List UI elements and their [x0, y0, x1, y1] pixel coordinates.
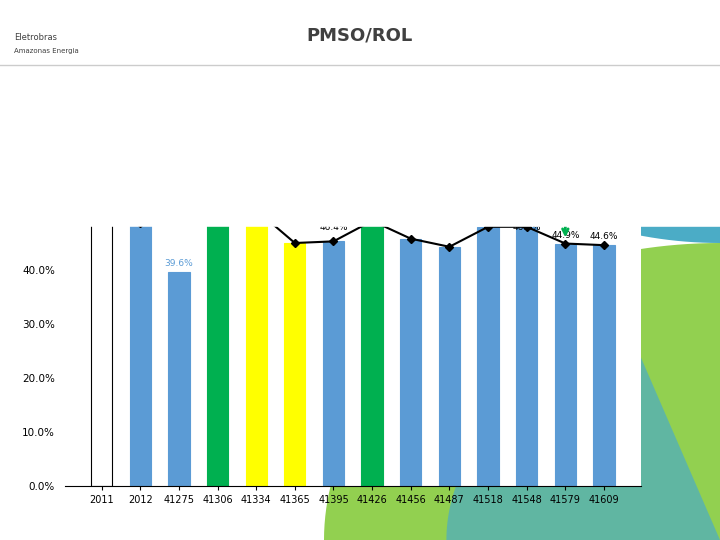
Text: 47.9%: 47.9%: [435, 214, 464, 224]
Text: 58.4%: 58.4%: [87, 158, 116, 167]
Text: 46.4%: 46.4%: [513, 222, 541, 232]
Bar: [593, 245, 615, 486]
Text: 48.7%: 48.7%: [126, 210, 155, 219]
Bar: [516, 227, 537, 486]
Bar: [400, 239, 421, 486]
Text: 56.6%: 56.6%: [281, 167, 309, 177]
Text: Amazonas Energia: Amazonas Energia: [14, 48, 79, 55]
Text: 44.9%: 44.9%: [551, 231, 580, 240]
Text: PMSO/ROL: PMSO/ROL: [307, 26, 413, 44]
Bar: [284, 243, 305, 486]
Text: 48.0%: 48.0%: [474, 214, 503, 223]
Text: MELHOR: MELHOR: [539, 198, 592, 208]
Bar: [246, 210, 267, 486]
Bar: [361, 221, 383, 486]
Bar: [91, 171, 112, 486]
Text: Eletrobras: Eletrobras: [14, 33, 58, 42]
Text: 48.0%: 48.0%: [397, 214, 425, 223]
Text: 46.4%: 46.4%: [319, 222, 348, 232]
Bar: [130, 223, 151, 486]
Legend: REALIZADO HISTÓRICO, Acima da Meta, Entre 95% e 100% da Meta, Entre 80% e 95% da: REALIZADO HISTÓRICO, Acima da Meta, Entr…: [76, 98, 498, 129]
Text: 51.0%: 51.0%: [358, 198, 387, 207]
Text: 44.6%: 44.6%: [590, 232, 618, 241]
Text: 54.1%: 54.1%: [203, 181, 232, 190]
Bar: [168, 272, 189, 486]
Bar: [477, 227, 499, 486]
Text: 39.6%: 39.6%: [165, 259, 193, 268]
Bar: [323, 241, 344, 486]
Text: 51.1%: 51.1%: [242, 197, 271, 206]
Bar: [438, 247, 460, 486]
Bar: [554, 244, 576, 486]
Bar: [207, 194, 228, 486]
